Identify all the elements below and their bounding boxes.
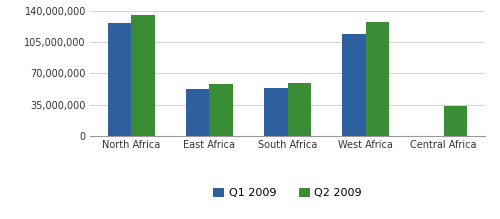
Bar (444, 106, 467, 136)
Bar (264, 88, 287, 136)
Legend: Q1 2009, Q2 2009: Q1 2009, Q2 2009 (209, 183, 366, 203)
Bar (342, 34, 365, 136)
Bar (186, 89, 210, 136)
Bar (108, 23, 132, 136)
Bar (288, 83, 311, 136)
Bar (366, 22, 389, 136)
Bar (132, 14, 155, 136)
Bar (210, 84, 233, 136)
